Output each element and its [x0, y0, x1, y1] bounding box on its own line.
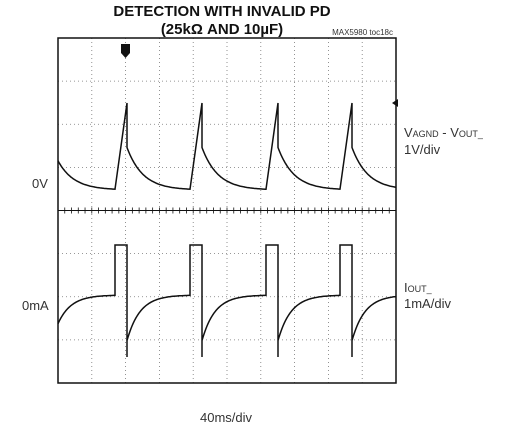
current-waveform [57, 244, 397, 357]
channel-scale: 1mA/div [404, 296, 451, 311]
channel-label: VAGND - VOUT_ [404, 125, 484, 140]
title-line: DETECTION WITH INVALID PD [113, 3, 330, 20]
channel-label: IOUT_ [404, 280, 433, 295]
label-sub: AGND [413, 129, 440, 139]
screen-frame [57, 37, 397, 384]
channel-level: 0mA [22, 298, 49, 313]
channel-scale: 1V/div [404, 142, 441, 157]
title-line: (25kΩ AND 10µF) [161, 21, 283, 38]
timebase: 40ms/div [200, 410, 253, 425]
label-part: I [404, 280, 408, 295]
label-sub: OUT_ [459, 129, 484, 139]
figure-id: MAX5980 toc18c [332, 28, 393, 37]
channel-level: 0V [32, 176, 48, 191]
voltage-waveform [57, 102, 397, 191]
label-sub: OUT_ [408, 284, 433, 294]
label-part: - V [439, 125, 460, 140]
trigger-marker [121, 44, 130, 58]
label-part: V [404, 125, 413, 140]
scope-grid [57, 38, 397, 383]
trigger-level-marker [392, 99, 398, 107]
